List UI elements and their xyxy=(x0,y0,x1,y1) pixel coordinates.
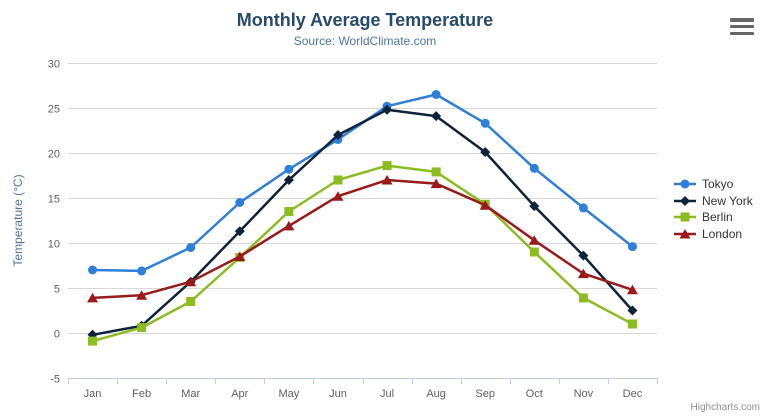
marker-diamond xyxy=(578,250,589,261)
y-axis-title: Temperature (°C) xyxy=(11,174,25,266)
marker-square xyxy=(333,175,343,185)
series-line-berlin xyxy=(91,164,634,343)
marker-circle xyxy=(88,265,98,275)
y-axis-label: 30 xyxy=(48,59,60,71)
marker-circle xyxy=(680,179,690,189)
marker-diamond xyxy=(431,111,442,122)
marker-triangle xyxy=(430,178,442,189)
marker-square xyxy=(680,212,690,222)
x-axis-label: Jan xyxy=(84,388,102,400)
marker-triangle xyxy=(283,220,295,231)
x-axis-label: Jul xyxy=(380,388,394,400)
hamburger-icon[interactable] xyxy=(730,18,754,35)
marker-triangle xyxy=(479,200,491,210)
marker-circle xyxy=(529,163,539,173)
marker-square xyxy=(137,323,147,333)
marker-triangle xyxy=(528,235,540,245)
legend-marker-diamond-icon xyxy=(674,195,696,206)
y-axis-label: 10 xyxy=(48,239,60,251)
marker-square xyxy=(88,336,98,346)
x-axis-label: May xyxy=(278,388,299,400)
highcharts-credit[interactable]: Highcharts.com xyxy=(690,402,760,413)
marker-triangle xyxy=(381,175,393,185)
x-axis-label: Apr xyxy=(231,388,248,400)
chart-title: Monthly Average Temperature xyxy=(236,10,494,30)
marker-square xyxy=(186,297,196,306)
marker-diamond xyxy=(234,226,245,237)
legend-item-london[interactable]: London xyxy=(673,226,753,243)
marker-diamond xyxy=(680,195,690,206)
x-axis-label: Mar xyxy=(181,388,200,400)
marker-circle xyxy=(480,118,490,128)
marker-diamond xyxy=(382,104,393,115)
marker-square xyxy=(529,247,539,257)
marker-triangle xyxy=(185,276,197,287)
x-axis-label: Oct xyxy=(526,388,543,400)
marker-circle xyxy=(186,243,196,252)
legend-item-tokyo[interactable]: Tokyo xyxy=(673,176,753,193)
series-line-tokyo xyxy=(91,93,634,273)
marker-diamond xyxy=(283,175,294,185)
marker-circle xyxy=(235,198,245,207)
marker-triangle xyxy=(577,268,589,279)
y-axis-label: 20 xyxy=(48,149,60,161)
legend-label: New York xyxy=(702,193,753,208)
marker-diamond xyxy=(627,305,638,316)
marker-circle xyxy=(578,203,588,213)
y-axis-label: -5 xyxy=(50,374,60,386)
x-axis-label: Nov xyxy=(574,388,594,400)
marker-triangle xyxy=(626,284,638,295)
marker-triangle xyxy=(136,290,148,300)
legend-label: London xyxy=(702,226,743,241)
legend-marker-circle-icon xyxy=(674,179,696,189)
series-line-london xyxy=(91,178,634,300)
x-axis-label: Feb xyxy=(132,388,151,400)
y-axis-label: 15 xyxy=(48,194,60,206)
legend-label: Tokyo xyxy=(702,177,734,192)
marker-triangle xyxy=(87,292,99,303)
series-new-york[interactable] xyxy=(87,104,638,340)
legend-item-new-york[interactable]: New York xyxy=(673,193,753,210)
x-axis-label: Dec xyxy=(623,388,643,400)
marker-square xyxy=(284,207,294,216)
marker-triangle xyxy=(332,191,344,201)
legend-marker-square-icon xyxy=(674,212,696,222)
marker-circle xyxy=(627,242,637,252)
legend-label: Berlin xyxy=(702,210,733,225)
marker-square xyxy=(627,319,637,329)
y-axis-label: 25 xyxy=(48,104,60,116)
marker-diamond xyxy=(480,147,491,158)
legend-item-berlin[interactable]: Berlin xyxy=(673,209,753,226)
y-axis-label: 5 xyxy=(54,284,60,296)
marker-triangle xyxy=(679,228,691,239)
marker-square xyxy=(578,293,588,303)
series-london[interactable] xyxy=(87,175,638,303)
marker-circle xyxy=(284,164,294,174)
x-axis-label: Jun xyxy=(329,388,347,400)
marker-diamond xyxy=(529,201,540,212)
marker-square xyxy=(382,161,392,171)
marker-triangle xyxy=(234,251,246,261)
y-axis-label: 0 xyxy=(54,329,60,341)
chart-subtitle: Source: WorldClimate.com xyxy=(293,34,437,48)
series-tokyo[interactable] xyxy=(88,90,637,276)
legend: Tokyo New York Berlin London xyxy=(673,176,753,242)
series-line-new-york xyxy=(91,108,634,337)
marker-circle xyxy=(431,90,441,99)
marker-diamond xyxy=(332,130,343,140)
legend-marker-triangle-icon xyxy=(674,228,696,239)
marker-square xyxy=(431,167,441,177)
x-axis-label: Sep xyxy=(475,388,495,400)
x-axis-label: Aug xyxy=(426,388,446,400)
marker-circle xyxy=(137,266,147,276)
